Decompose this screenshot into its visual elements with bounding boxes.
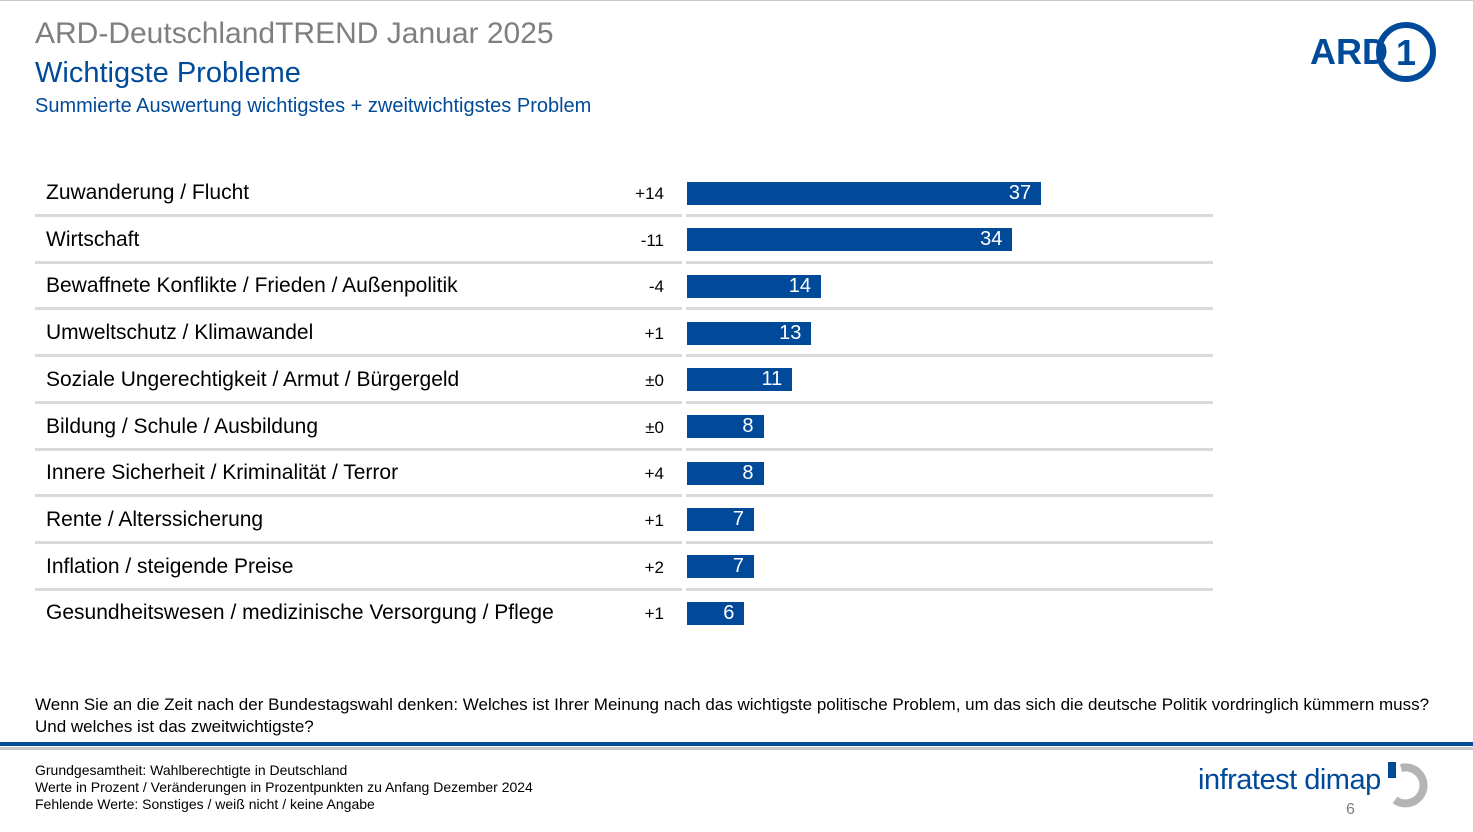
ard-logo-ring (1376, 22, 1436, 82)
page-subtitle: Summierte Auswertung wichtigstes + zweit… (35, 95, 592, 117)
footnotes: Grundgesamtheit: Wahlberechtigte in Deut… (35, 762, 533, 813)
bar-value-label: 14 (788, 274, 811, 297)
bar: 8 (687, 415, 764, 438)
bar: 34 (687, 228, 1013, 252)
bar-value-label: 37 (1008, 181, 1032, 204)
row-separator-gap (682, 400, 686, 404)
category-label: Rente / Alterssicherung (46, 507, 264, 531)
change-label: +1 (644, 324, 664, 344)
page-number: 6 (1346, 801, 1355, 818)
infratest-dimap-icon (1388, 762, 1428, 808)
bar-value-label: 7 (732, 555, 744, 578)
category-label: Gesundheitswesen / medizinische Versorgu… (46, 601, 554, 625)
top-rule (0, 0, 1473, 1)
bar: 37 (687, 181, 1042, 205)
row-separator-gap (682, 494, 686, 498)
row-separator-gap (682, 354, 686, 358)
change-label: -4 (648, 277, 664, 297)
row-separator (35, 447, 1213, 451)
bar: 11 (687, 368, 793, 392)
infratest-dimap-logo: infratest dimap (1198, 764, 1381, 796)
change-label: +4 (644, 464, 664, 484)
bar-value-label: 11 (761, 368, 783, 391)
ard-logo: ARD 1 (1310, 22, 1436, 82)
row-separator (35, 260, 1213, 264)
category-label: Inflation / steigende Preise (46, 554, 294, 578)
row-separator (35, 354, 1213, 358)
brand-title: ARD-DeutschlandTREND Januar 2025 (35, 17, 554, 50)
row-separator-gap (682, 540, 686, 544)
bar-value-label: 7 (732, 508, 744, 531)
change-label: +14 (635, 184, 664, 203)
header: ARD-DeutschlandTREND Januar 2025 Wichtig… (35, 15, 935, 120)
survey-question: Wenn Sie an die Zeit nach der Bundestags… (35, 695, 1430, 736)
change-label: -11 (640, 230, 664, 250)
ard-logo-text: ARD (1310, 31, 1388, 72)
bar: 8 (687, 461, 764, 485)
footer-divider-grey (0, 747, 1473, 750)
bar-value-label: 34 (980, 228, 1003, 251)
change-label: +2 (644, 557, 664, 577)
category-label: Zuwanderung / Flucht (46, 181, 250, 204)
category-label: Innere Sicherheit / Kriminalität / Terro… (46, 461, 399, 485)
footnote-units: Werte in Prozent / Veränderungen in Proz… (35, 779, 533, 795)
bar: 7 (687, 555, 754, 579)
footnote-missing: Fehlende Werte: Sonstiges / weiß nicht /… (35, 796, 375, 812)
row-separator (35, 307, 1213, 311)
bar: 7 (687, 508, 754, 532)
change-label: +1 (644, 510, 664, 530)
bar-value-label: 8 (742, 415, 754, 437)
row-separator-gap (682, 260, 686, 264)
row-separator (35, 494, 1213, 498)
category-label: Wirtschaft (46, 227, 140, 251)
category-label: Bewaffnete Konflikte / Frieden / Außenpo… (46, 274, 458, 298)
page-title: Wichtigste Probleme (35, 57, 301, 89)
category-label: Umweltschutz / Klimawandel (46, 321, 314, 345)
bar-value-label: 13 (779, 321, 802, 344)
row-separator-gap (682, 447, 686, 451)
change-label: ±0 (645, 370, 664, 390)
row-separator (35, 540, 1213, 544)
bar: 6 (687, 601, 745, 625)
row-separator-gap (682, 587, 686, 591)
row-separator (35, 214, 1213, 217)
footer-divider-blue (0, 742, 1473, 746)
bar-value-label: 8 (742, 461, 754, 484)
row-separator (35, 587, 1213, 591)
row-separator-gap (682, 214, 686, 217)
bar: 13 (687, 321, 812, 345)
ard-logo-numeral: 1 (1396, 32, 1416, 73)
bar-value-label: 6 (723, 601, 735, 624)
change-label: ±0 (645, 417, 664, 437)
category-label: Soziale Ungerechtigkeit / Armut / Bürger… (46, 367, 460, 391)
row-separator (35, 400, 1213, 404)
bar: 14 (687, 274, 821, 298)
category-label: Bildung / Schule / Ausbildung (46, 414, 319, 438)
footnote-population: Grundgesamtheit: Wahlberechtigte in Deut… (35, 762, 348, 778)
change-label: +1 (644, 604, 664, 624)
row-separator-gap (682, 307, 686, 311)
